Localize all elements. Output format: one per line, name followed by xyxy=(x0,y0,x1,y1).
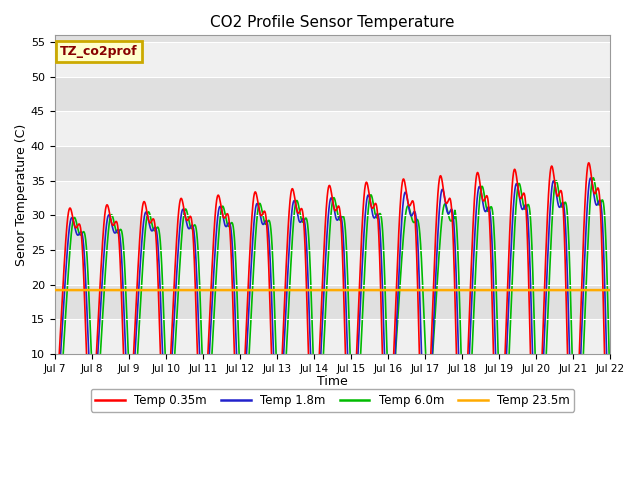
Bar xyxy=(54,216,611,250)
Bar xyxy=(54,319,611,354)
Legend: Temp 0.35m, Temp 1.8m, Temp 6.0m, Temp 23.5m: Temp 0.35m, Temp 1.8m, Temp 6.0m, Temp 2… xyxy=(91,389,575,411)
Text: TZ_co2prof: TZ_co2prof xyxy=(60,45,138,58)
Bar xyxy=(54,146,611,180)
Bar xyxy=(54,180,611,216)
Bar xyxy=(54,42,611,77)
Title: CO2 Profile Sensor Temperature: CO2 Profile Sensor Temperature xyxy=(211,15,455,30)
X-axis label: Time: Time xyxy=(317,375,348,388)
Y-axis label: Senor Temperature (C): Senor Temperature (C) xyxy=(15,123,28,266)
Bar xyxy=(54,285,611,319)
Bar xyxy=(54,77,611,111)
Bar xyxy=(54,111,611,146)
Bar xyxy=(54,250,611,285)
